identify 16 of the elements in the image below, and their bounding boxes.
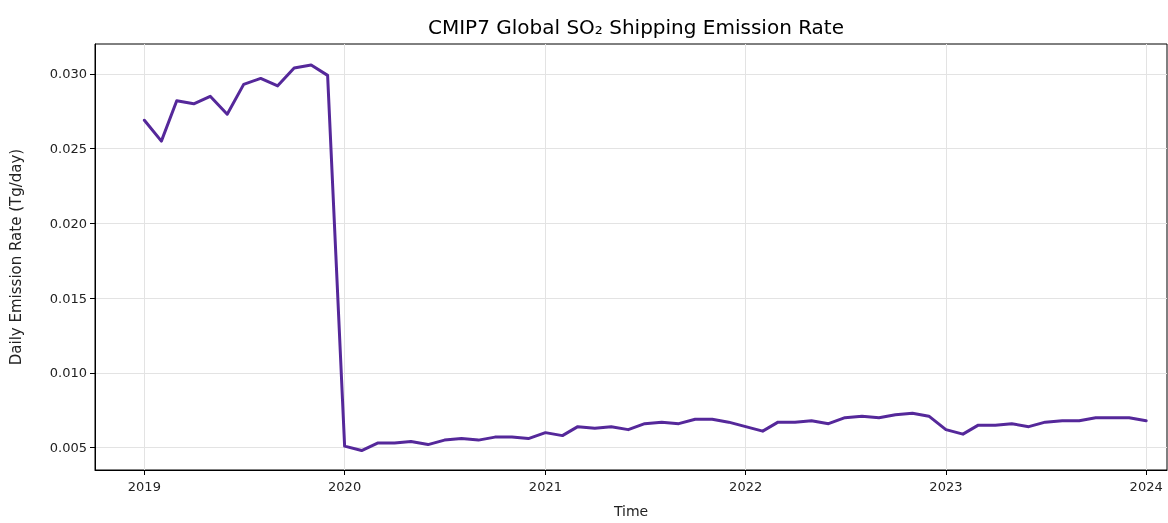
x-tick-label: 2023 — [929, 479, 963, 494]
x-tick-label: 2022 — [729, 479, 763, 494]
y-tick-label: 0.020 — [49, 215, 87, 231]
y-tick-label: 0.025 — [49, 141, 87, 157]
x-tick-label: 2021 — [528, 479, 562, 494]
y-tick-label: 0.005 — [49, 440, 87, 456]
y-axis-title: Daily Emission Rate (Tg/day) — [6, 148, 25, 366]
x-tick-label: 2020 — [328, 479, 362, 494]
x-tick-label: 2024 — [1129, 479, 1163, 494]
y-tick-label: 0.010 — [49, 365, 87, 381]
y-tick-label: 0.030 — [49, 66, 87, 82]
y-tick-label: 0.015 — [49, 290, 87, 306]
x-tick-label: 2019 — [127, 479, 161, 494]
x-axis-title: Time — [612, 503, 649, 519]
line-series — [142, 63, 1148, 453]
chart-title: CMIP7 Global SO₂ Shipping Emission Rate — [427, 15, 845, 39]
